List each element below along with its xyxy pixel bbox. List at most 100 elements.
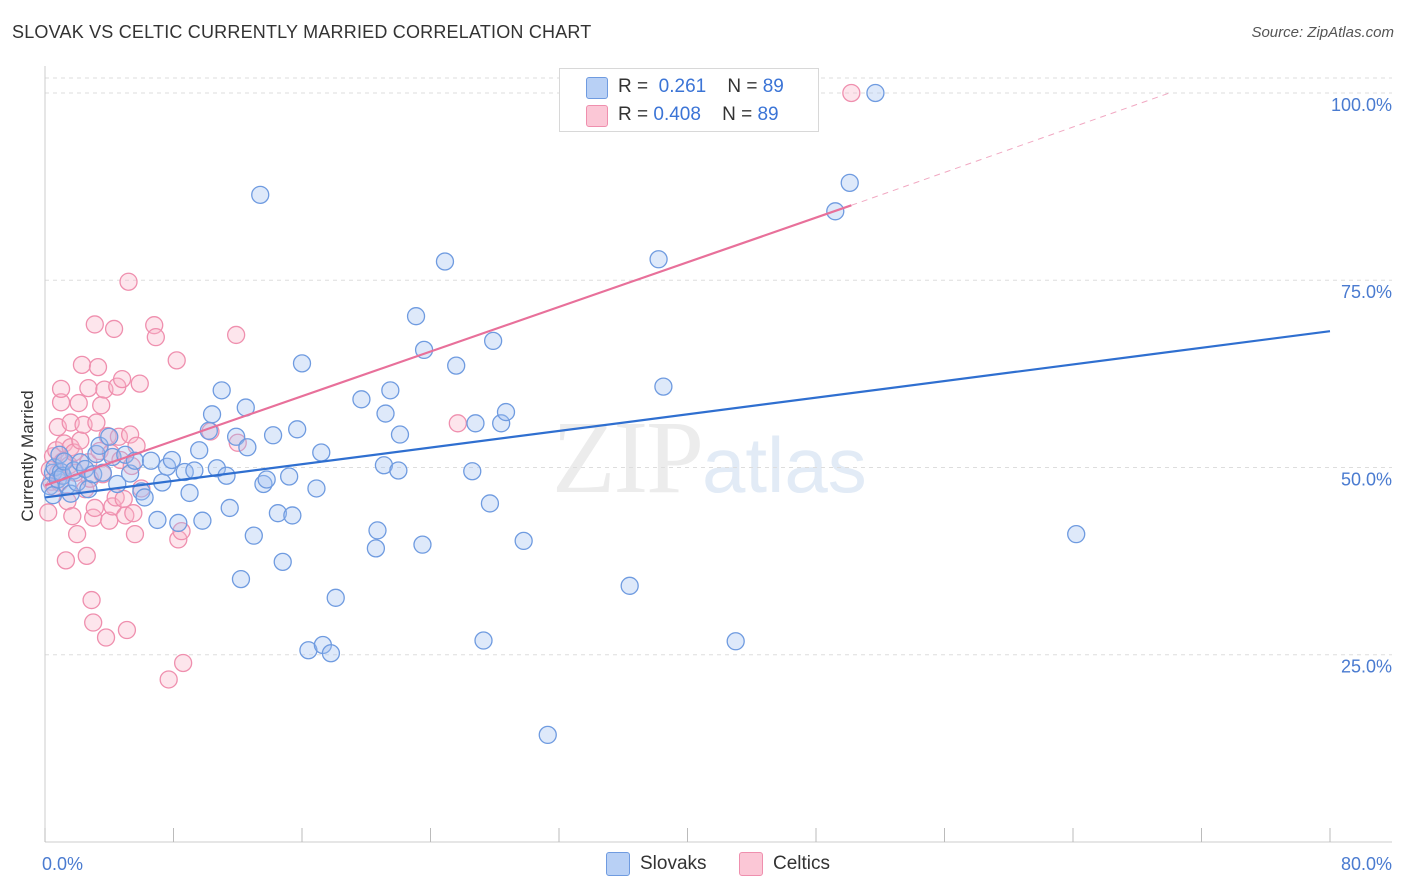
legend-r-value: 0.408	[653, 104, 701, 125]
source-label: Source: ZipAtlas.com	[1251, 24, 1394, 41]
points-layer	[39, 83, 1086, 745]
celtic-point	[167, 351, 186, 370]
trend-layer	[44, 92, 1331, 499]
legend-n-value: 89	[762, 76, 784, 97]
slovak-point	[257, 470, 276, 489]
celtic-point	[77, 546, 96, 566]
y-tick-label: 100.0%	[1331, 95, 1392, 115]
legend-r-label: R =	[618, 76, 649, 97]
celtic-point	[82, 590, 101, 610]
celtic-point	[226, 325, 246, 345]
celtic-trend-line	[44, 204, 852, 487]
slovak-trend-line	[44, 330, 1331, 499]
celtic-point	[67, 525, 87, 544]
celtic-point	[842, 83, 861, 103]
celtic-point	[92, 396, 111, 415]
slovak-point	[463, 462, 482, 481]
slovak-point	[251, 185, 270, 204]
slovak-point	[390, 425, 410, 444]
slovak-point	[483, 331, 503, 351]
slovak-point	[496, 402, 516, 422]
bottom-legend-label-celtics: Celtics	[773, 853, 831, 874]
celtic-point	[69, 393, 88, 413]
y-axis-title: Currently Married	[18, 390, 37, 521]
correlation-legend: R = 0.261 N = 89 R = 0.408 N = 89	[559, 68, 819, 132]
slovak-point	[180, 483, 199, 503]
legend-swatch-slovaks	[586, 77, 608, 99]
slovak-point	[207, 459, 227, 478]
celtic-point	[56, 551, 76, 570]
bottom-legend-label-slovaks: Slovaks	[640, 853, 707, 874]
celtic-point	[79, 378, 98, 398]
slovak-point	[406, 307, 426, 326]
bottom-legend-swatch-celtics	[739, 852, 763, 876]
watermark: ZIPatlas	[552, 398, 867, 517]
celtic-point	[96, 628, 116, 647]
slovak-point	[389, 461, 408, 480]
celtic-point	[117, 620, 137, 640]
slovak-point	[480, 494, 500, 513]
y-tick-label: 75.0%	[1341, 282, 1392, 302]
label-layer: 25.0% 50.0% 75.0% 100.0% 0.0% 80.0% Currently …	[18, 95, 1392, 874]
celtic-point	[100, 511, 119, 530]
slovak-point	[190, 441, 209, 460]
y-tick-label: 50.0%	[1341, 469, 1392, 489]
slovak-point	[866, 83, 885, 103]
celtic-point	[173, 653, 193, 673]
slovak-point	[538, 725, 557, 745]
slovak-point	[413, 535, 432, 554]
slovak-point	[321, 644, 341, 663]
celtic-trend-extension	[851, 92, 1170, 206]
celtic-point	[109, 427, 129, 446]
celtic-point	[63, 507, 82, 526]
slovak-point	[1067, 525, 1086, 544]
slovak-point	[381, 381, 400, 400]
legend-r-value: 0.261	[658, 76, 707, 97]
slovak-point	[273, 552, 292, 572]
celtic-point	[130, 374, 149, 393]
watermark-atlas: atlas	[702, 421, 867, 509]
slovak-point	[162, 450, 182, 470]
slovak-point	[447, 356, 466, 375]
x-tick-label: 80.0%	[1341, 854, 1392, 874]
celtic-point	[120, 425, 140, 444]
slovak-point	[654, 377, 673, 396]
celtic-point	[159, 670, 178, 689]
slovak-point	[466, 414, 485, 433]
slovak-point	[312, 443, 331, 462]
slovak-point	[292, 354, 312, 373]
slovak-point	[100, 427, 119, 446]
legend-r-label: R =	[618, 104, 649, 125]
celtic-point	[51, 379, 71, 398]
slovak-point	[492, 414, 511, 433]
watermark-zip: ZIP	[552, 400, 704, 515]
celtic-point	[104, 319, 124, 339]
slovak-point	[307, 479, 326, 498]
bottom-legend-celtics: Celtics	[739, 852, 830, 876]
slovak-point	[268, 504, 288, 523]
legend-n-label: N =	[727, 76, 758, 97]
chart-title: SLOVAK VS CELTIC CURRENTLY MARRIED CORRE…	[12, 22, 592, 42]
grid-layer	[45, 77, 1392, 656]
celtic-point	[88, 357, 108, 377]
slovak-point	[263, 426, 283, 445]
slovak-point	[352, 390, 371, 409]
slovak-point	[368, 521, 387, 540]
slovak-point	[244, 526, 263, 545]
slovak-point	[620, 576, 639, 595]
legend-n-value: 89	[757, 104, 779, 125]
slovak-point	[326, 588, 345, 607]
legend-row-slovaks: R = 0.261 N = 89	[618, 73, 784, 101]
slovak-point	[135, 488, 154, 507]
celtic-point	[71, 431, 90, 450]
legend-swatch-celtics	[586, 105, 608, 127]
slovak-point	[376, 404, 395, 423]
legend-n-label: N =	[722, 104, 753, 125]
bottom-legend-slovaks: Slovaks	[606, 852, 707, 876]
slovak-point	[141, 451, 161, 470]
slovak-point	[193, 511, 212, 530]
slovak-point	[212, 381, 231, 400]
celtic-point	[119, 272, 138, 291]
slovak-point	[435, 252, 455, 271]
celtic-point	[87, 413, 106, 432]
